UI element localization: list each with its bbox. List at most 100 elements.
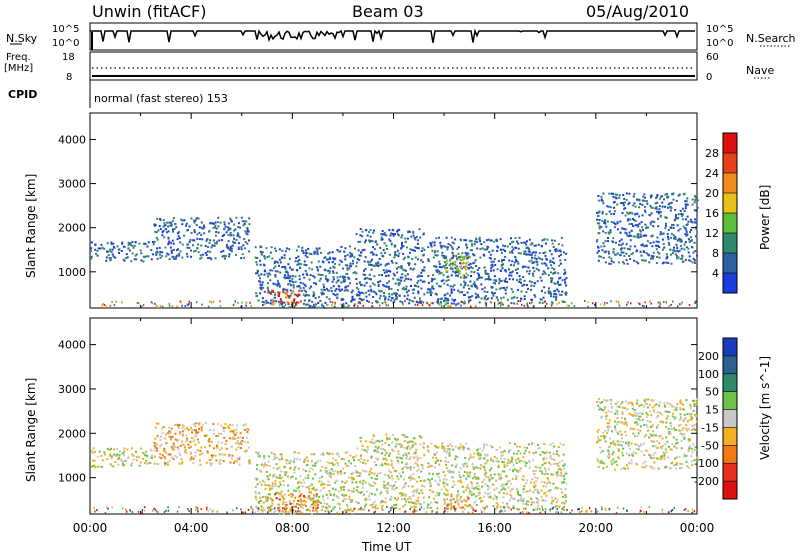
ground-cell <box>532 305 535 308</box>
data-cell <box>510 482 512 485</box>
data-cell <box>633 202 636 205</box>
data-cell <box>618 194 621 197</box>
data-cell <box>465 442 468 445</box>
ground-cell <box>321 303 323 306</box>
data-cell <box>463 277 466 280</box>
data-cell <box>304 254 307 257</box>
data-cell <box>483 466 486 468</box>
data-cell <box>458 505 461 508</box>
data-cell <box>243 220 246 223</box>
data-cell <box>395 439 398 442</box>
data-cell <box>313 282 315 285</box>
data-cell <box>215 227 218 230</box>
data-cell <box>314 499 317 502</box>
data-cell <box>389 498 392 501</box>
data-cell <box>656 255 658 258</box>
data-cell <box>308 488 311 491</box>
data-cell <box>670 201 673 204</box>
data-cell <box>305 303 308 306</box>
data-cell <box>362 292 365 295</box>
data-cell <box>398 282 401 285</box>
data-cell <box>321 291 324 294</box>
data-cell <box>493 455 496 458</box>
data-cell <box>607 457 610 459</box>
data-cell <box>391 297 394 300</box>
data-cell <box>392 292 395 295</box>
data-cell <box>338 490 341 493</box>
data-cell <box>564 496 567 499</box>
data-cell <box>263 269 266 272</box>
data-cell <box>391 293 393 296</box>
data-cell <box>684 454 687 457</box>
data-cell <box>421 464 424 467</box>
data-cell <box>451 464 454 467</box>
data-cell <box>206 250 209 253</box>
data-cell <box>378 440 381 443</box>
data-cell <box>604 220 607 223</box>
data-cell <box>682 225 685 228</box>
data-cell <box>225 447 228 450</box>
data-cell <box>296 295 299 298</box>
data-cell <box>417 468 420 471</box>
ground-cell <box>115 300 117 303</box>
data-cell <box>372 481 375 484</box>
data-cell <box>296 249 298 252</box>
data-cell <box>341 303 344 306</box>
data-cell <box>495 279 498 282</box>
data-cell <box>444 460 447 463</box>
data-cell <box>90 255 93 258</box>
ground-cell <box>497 303 500 305</box>
data-cell <box>347 304 350 307</box>
data-cell <box>313 303 315 306</box>
data-cell <box>387 262 390 265</box>
data-cell <box>310 491 313 494</box>
data-cell <box>392 272 395 275</box>
data-cell <box>399 443 402 446</box>
data-cell <box>213 244 216 247</box>
data-cell <box>479 467 482 470</box>
data-cell <box>409 497 412 500</box>
data-cell <box>294 477 297 480</box>
data-cell <box>307 247 310 250</box>
data-cell <box>454 465 457 468</box>
data-cell <box>543 481 546 484</box>
data-cell <box>671 405 674 408</box>
data-cell <box>638 222 641 225</box>
data-cell <box>600 195 603 198</box>
data-cell <box>171 435 174 438</box>
data-cell <box>451 298 454 301</box>
data-cell <box>413 249 416 252</box>
data-cell <box>390 299 393 302</box>
data-cell <box>495 448 498 451</box>
data-cell <box>379 263 382 266</box>
data-cell <box>256 272 259 275</box>
ground-cell <box>201 303 203 306</box>
data-cell <box>678 249 681 252</box>
data-cell <box>488 251 491 253</box>
ground-cell <box>168 304 171 307</box>
data-cell <box>478 488 481 491</box>
data-cell <box>352 262 354 265</box>
data-cell <box>356 261 358 264</box>
data-cell <box>346 289 349 292</box>
data-cell <box>269 510 272 513</box>
data-cell <box>499 248 502 251</box>
ground-cell <box>102 303 104 306</box>
data-cell <box>312 501 315 504</box>
data-cell <box>472 465 475 468</box>
data-cell <box>484 469 487 472</box>
data-cell <box>690 428 693 431</box>
data-cell <box>471 484 474 487</box>
ground-cell <box>121 301 123 304</box>
data-cell <box>646 406 649 409</box>
data-cell <box>398 295 401 297</box>
data-cell <box>625 400 628 403</box>
data-cell <box>268 487 271 490</box>
data-cell <box>604 222 607 225</box>
data-cell <box>190 249 192 252</box>
data-cell <box>555 505 558 507</box>
data-cell <box>516 470 519 473</box>
data-cell <box>597 245 600 248</box>
data-cell <box>512 240 515 243</box>
data-cell <box>616 431 619 434</box>
